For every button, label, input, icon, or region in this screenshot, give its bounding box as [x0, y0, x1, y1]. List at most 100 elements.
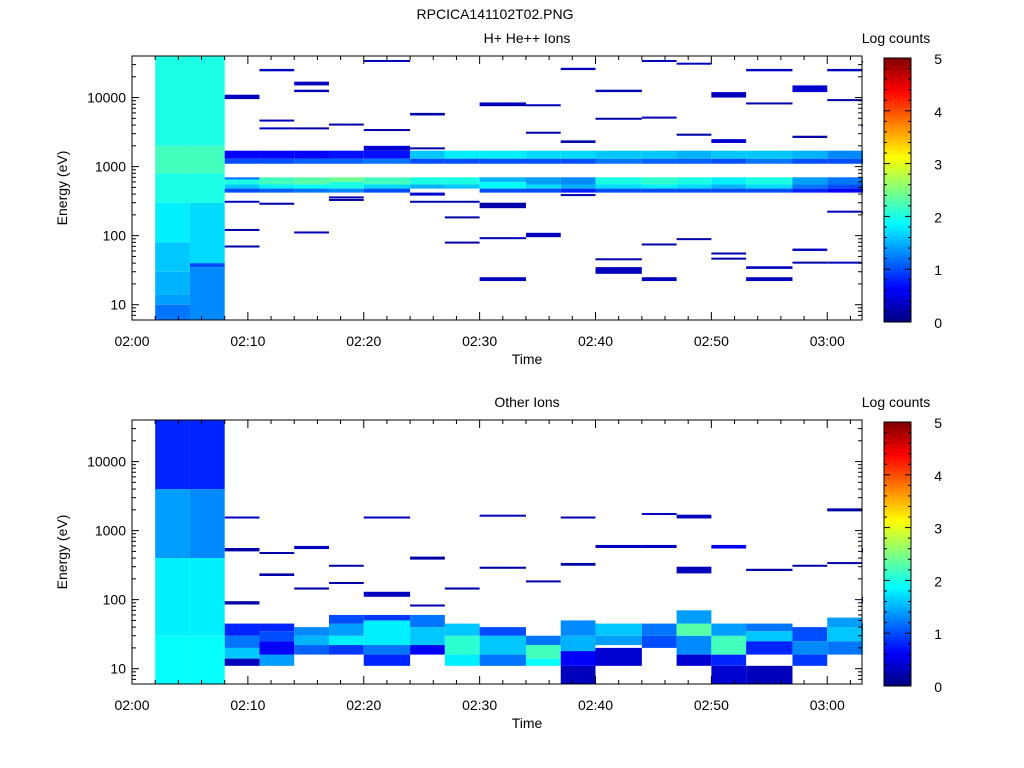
heatmap-cell — [827, 177, 862, 185]
heatmap-cell — [294, 89, 329, 93]
y-axis-label: Energy (eV) — [54, 151, 70, 226]
heatmap-cell — [711, 252, 747, 255]
heatmap-cell — [792, 184, 828, 189]
heatmap-cell — [560, 620, 596, 636]
heatmap-cell — [363, 516, 411, 519]
heatmap-band-cell — [155, 635, 190, 684]
heatmap-cell — [444, 587, 480, 590]
heatmap-band-cell — [155, 56, 190, 146]
heatmap-cell — [560, 635, 596, 652]
heatmap-band-cell — [155, 489, 190, 559]
heatmap-cell — [479, 277, 526, 282]
x-tick-label: 02:10 — [230, 333, 265, 349]
heatmap-cell — [410, 627, 445, 646]
heatmap-cell — [641, 277, 677, 282]
heatmap-cell — [827, 210, 862, 213]
heatmap-cell — [525, 158, 561, 164]
heatmap-cell — [676, 654, 712, 666]
heatmap-cell — [711, 150, 747, 159]
x-tick-label: 02:30 — [462, 697, 497, 713]
heatmap-cell — [792, 564, 828, 567]
heatmap-cell — [525, 104, 561, 107]
heatmap-cell — [595, 158, 642, 164]
heatmap-band-cell — [189, 420, 225, 490]
heatmap-cell — [444, 150, 480, 159]
heatmap-cell — [224, 179, 260, 185]
heatmap-cell — [224, 647, 260, 659]
x-tick-label: 02:00 — [114, 333, 149, 349]
heatmap-cell — [363, 150, 411, 159]
heatmap-cell — [259, 119, 295, 122]
heatmap-cell — [641, 635, 677, 648]
x-tick-label: 02:20 — [346, 697, 381, 713]
heatmap-cell — [595, 117, 642, 120]
heatmap-band-cell — [189, 145, 225, 174]
heatmap-cell — [328, 645, 364, 655]
heatmap-cell — [294, 231, 329, 234]
heatmap-cell — [641, 60, 677, 63]
heatmap-cell — [595, 623, 642, 636]
y-tick-label: 100 — [103, 592, 127, 608]
heatmap-cell — [224, 635, 260, 648]
heatmap-cell — [746, 177, 793, 185]
heatmap-band-cell — [189, 635, 225, 684]
heatmap-cell — [792, 261, 828, 264]
heatmap-band-cell — [155, 420, 190, 490]
colorbar-tick-label: 4 — [934, 104, 942, 120]
heatmap-cell — [259, 158, 295, 164]
heatmap-band-cell — [155, 173, 190, 203]
heatmap-cell — [479, 654, 526, 666]
colorbar-tick-label: 3 — [934, 521, 942, 537]
heatmap-cell — [444, 158, 480, 164]
x-tick-label: 03:00 — [810, 697, 845, 713]
colorbar-tick-label: 5 — [934, 415, 942, 431]
heatmap-cell — [641, 150, 677, 159]
heatmap-cell — [676, 188, 712, 193]
heatmap-cell — [294, 150, 329, 159]
heatmap-cell — [641, 243, 677, 246]
heatmap-cell — [259, 188, 295, 193]
heatmap-cell — [444, 177, 480, 185]
heatmap-cell — [224, 228, 260, 231]
heatmap-cell — [224, 200, 260, 203]
heatmap-cell — [676, 133, 712, 136]
heatmap-band-cell — [155, 145, 190, 174]
heatmap-cell — [560, 665, 596, 684]
heatmap-cell — [676, 62, 712, 65]
colorbar-tick-label: 0 — [934, 315, 942, 331]
x-tick-label: 02:10 — [230, 697, 265, 713]
heatmap-cell — [827, 617, 862, 628]
x-tick-label: 02:50 — [694, 333, 729, 349]
x-tick-label: 02:00 — [114, 697, 149, 713]
heatmap-band-cell — [155, 304, 190, 320]
y-tick-label: 1000 — [95, 159, 126, 175]
heatmap-cell — [328, 564, 364, 567]
heatmap-cell — [827, 68, 862, 72]
heatmap-band-cell — [155, 294, 190, 305]
heatmap-cell — [792, 177, 828, 185]
heatmap-cell — [525, 131, 561, 134]
heatmap-cell — [410, 184, 445, 189]
heatmap-cell — [294, 545, 329, 550]
heatmap-cell — [746, 641, 793, 655]
heatmap-cell — [746, 568, 793, 571]
heatmap-cell — [746, 266, 793, 269]
colorbar-tick-label: 1 — [934, 262, 942, 278]
heatmap-cell — [595, 184, 642, 189]
heatmap-cell — [444, 635, 480, 655]
heatmap-cell — [294, 587, 329, 590]
heatmap-cell — [259, 641, 295, 655]
heatmap-cell — [792, 135, 828, 138]
heatmap-cell — [363, 184, 411, 189]
heatmap-cell — [711, 188, 747, 193]
heatmap-cell — [259, 177, 295, 185]
heatmap-cell — [410, 147, 445, 150]
heatmap-cell — [595, 267, 642, 274]
heatmap-cell — [525, 184, 561, 189]
colorbar-label: Log counts — [862, 394, 931, 410]
heatmap-cell — [363, 620, 411, 646]
heatmap-cell — [259, 184, 295, 189]
